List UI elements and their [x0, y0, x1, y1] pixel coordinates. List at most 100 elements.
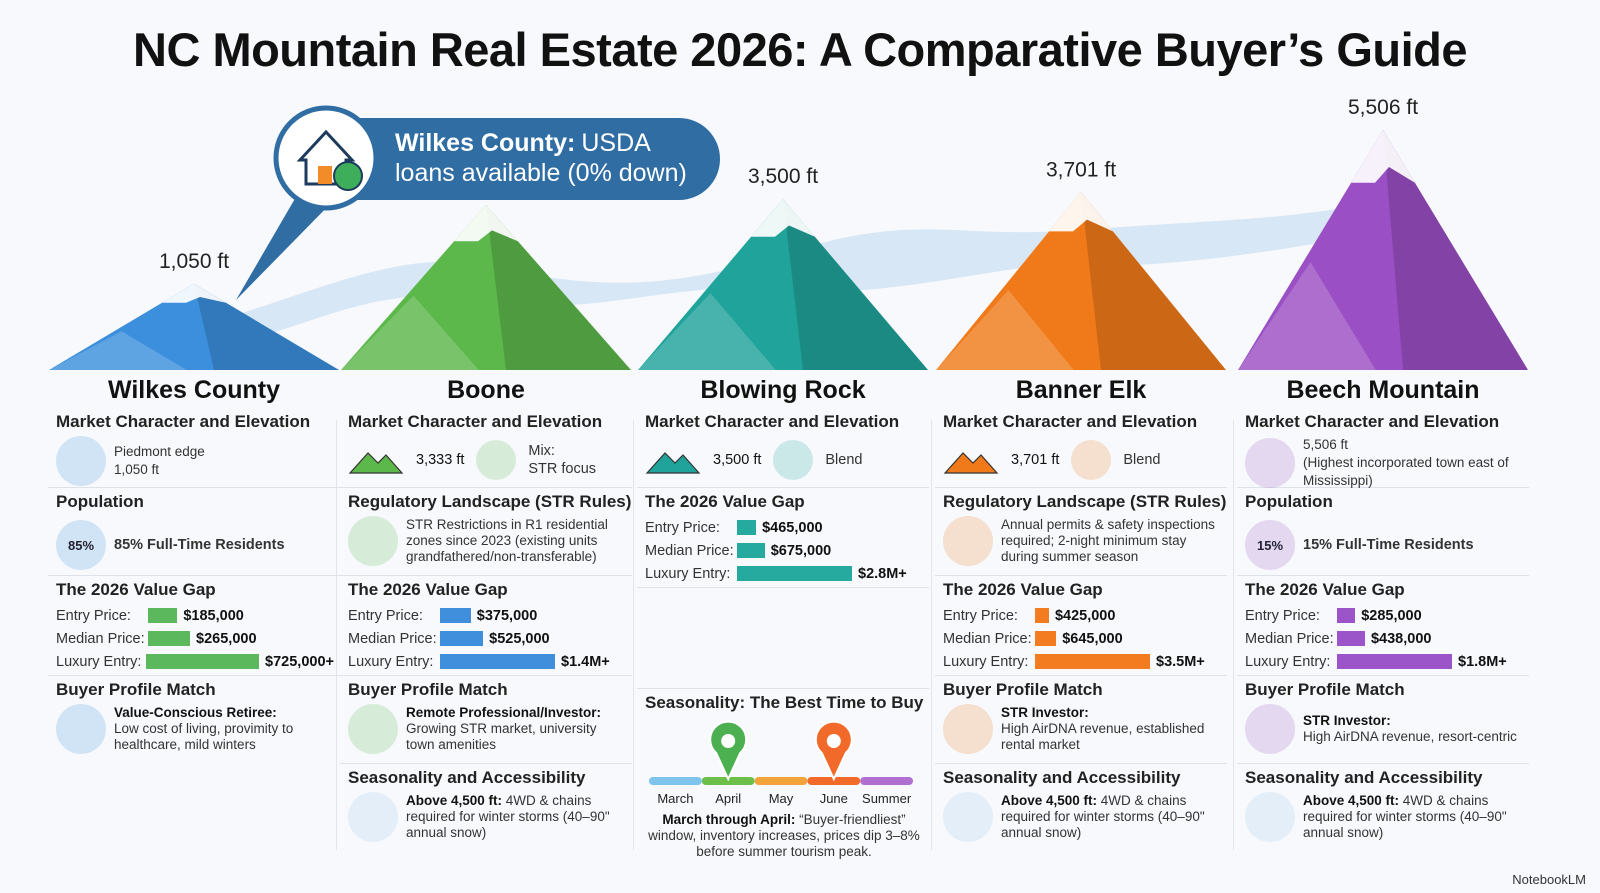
buyer-text: STR Investor: High AirDNA revenue, establ… [1001, 705, 1221, 753]
market-lines: 5,506 ft (Highest incorporated town east … [1303, 436, 1523, 490]
value-row: Entry Price: $185,000 [56, 604, 334, 627]
market-line: 1,050 ft [114, 462, 160, 477]
season-row: Above 4,500 ft: 4WD & chains required fo… [1245, 792, 1523, 842]
market-mix-line: Blend [1123, 452, 1161, 468]
section: Seasonality: The Best Time to Buy March Ap… [637, 688, 929, 859]
section-heading: Population [56, 492, 144, 511]
mountain-shade [194, 283, 339, 370]
value-row: Luxury Entry: $1.8M+ [1245, 650, 1523, 673]
icon [1071, 440, 1112, 480]
section: The 2026 Value Gap Entry Price: $185,000 Me… [48, 576, 340, 676]
section-heading: The 2026 Value Gap [1245, 580, 1405, 599]
section-heading: The 2026 Value Gap [645, 492, 805, 511]
mountain [341, 204, 631, 370]
value-label-name: Median Price: [56, 630, 145, 647]
month-label: Summer [862, 791, 912, 806]
column-name: Boone [447, 376, 525, 404]
value-bar [737, 520, 757, 535]
market-elevation: 3,500 ft [713, 452, 762, 468]
pin-dot [826, 734, 841, 748]
buyer-row: STR Investor: High AirDNA revenue, resort… [1245, 704, 1523, 754]
mini-mountain-shape [348, 452, 404, 474]
mountain-shade [486, 204, 631, 370]
icon [943, 704, 993, 754]
mini-mountain [943, 452, 999, 474]
value-row: Luxury Entry: $3.5M+ [943, 650, 1221, 673]
section-heading: Market Character and Elevation [645, 412, 900, 431]
timeline-pin [709, 720, 748, 782]
elevation-label: 3,500 ft [748, 165, 818, 188]
icon: 15% [1245, 520, 1295, 570]
column: Beech Mountain Market Character and Eleva… [1237, 372, 1529, 858]
side-peak [341, 295, 479, 370]
value-bar [1337, 608, 1356, 623]
market-row: 3,333 ft Mix: STR focus [348, 440, 626, 480]
icon: 85% [56, 520, 106, 570]
value-row: Luxury Entry: $2.8M+ [645, 562, 923, 585]
section: Buyer Profile Match Value-Conscious Retir… [48, 676, 340, 764]
value-text: $438,000 [1370, 630, 1432, 647]
section: The 2026 Value Gap Entry Price: $425,000 Me… [935, 576, 1227, 676]
buyer-row: Value-Conscious Retiree: Low cost of livi… [56, 704, 334, 754]
section-heading: Seasonality and Accessibility [348, 768, 586, 787]
season-text: Above 4,500 ft: 4WD & chains required fo… [406, 793, 626, 841]
value-bar [1337, 631, 1365, 646]
section: Seasonality and Accessibility Above 4,500… [340, 764, 632, 844]
snow-cap [162, 283, 226, 303]
section: The 2026 Value Gap Entry Price: $375,000 Me… [340, 576, 632, 676]
column-separator [1233, 420, 1234, 850]
season-row: Above 4,500 ft: 4WD & chains required fo… [943, 792, 1221, 842]
icon [56, 704, 106, 754]
market-line: Piedmont edge [114, 444, 205, 459]
market-line: (Highest incorporated town east of Missi… [1303, 455, 1509, 488]
section: Buyer Profile Match STR Investor: High Air… [935, 676, 1227, 764]
value-label-name: Median Price: [943, 630, 1032, 647]
icon [1245, 438, 1295, 488]
icon [773, 440, 814, 480]
value-text: $185,000 [183, 607, 244, 624]
section-heading: Seasonality and Accessibility [943, 768, 1181, 787]
mountain [1238, 130, 1528, 370]
icon [943, 516, 993, 566]
season-bold: Above 4,500 ft: [1303, 793, 1400, 808]
section-heading: Regulatory Landscape (STR Rules) [943, 492, 1227, 511]
value-bar [737, 566, 852, 581]
mountain [49, 283, 339, 370]
section: Buyer Profile Match Remote Professional/I… [340, 676, 632, 764]
section: Buyer Profile Match STR Investor: High Air… [1237, 676, 1529, 764]
timeline-segment [860, 777, 913, 785]
value-bar [1035, 631, 1057, 646]
callout-tail [236, 190, 338, 300]
value-bar [737, 543, 765, 558]
value-bar [440, 608, 471, 623]
icon [943, 792, 993, 842]
side-peak [936, 290, 1074, 370]
month-label: March [657, 791, 693, 806]
regulatory-row: STR Restrictions in R1 residential zones… [348, 516, 626, 566]
value-bar [1337, 654, 1452, 669]
value-bar [148, 631, 191, 646]
mini-mountain-shape [943, 452, 999, 474]
value-text: $1.8M+ [1458, 653, 1507, 670]
mountain-art: 1,050 ft3,333 ft3,500 ft3,701 ft5,506 ft… [49, 96, 1528, 370]
value-text: $285,000 [1361, 607, 1422, 624]
coin-icon [333, 161, 363, 191]
value-text: $425,000 [1054, 607, 1116, 624]
market-row: Piedmont edge 1,050 ft [56, 436, 334, 486]
buyer-row: STR Investor: High AirDNA revenue, establ… [943, 704, 1221, 754]
market-mix-line: Mix: [528, 443, 555, 459]
value-label-name: Entry Price: [1245, 607, 1320, 624]
callout-line: loans available (0% down) [395, 159, 687, 187]
mountain-shade [1081, 192, 1226, 370]
section: Regulatory Landscape (STR Rules) STR Rest… [340, 488, 632, 576]
timeline-segment [754, 777, 808, 785]
column: Boone Market Character and Elevation 3,333… [340, 372, 632, 858]
mini-mountain [348, 452, 404, 474]
value-label-name: Median Price: [348, 630, 437, 647]
value-label-name: Luxury Entry: [348, 653, 434, 670]
mountain [638, 199, 928, 370]
month-label: June [820, 791, 848, 806]
callout-text: Wilkes County: USDA [395, 129, 651, 157]
section-heading: Seasonality and Accessibility [1245, 768, 1483, 787]
